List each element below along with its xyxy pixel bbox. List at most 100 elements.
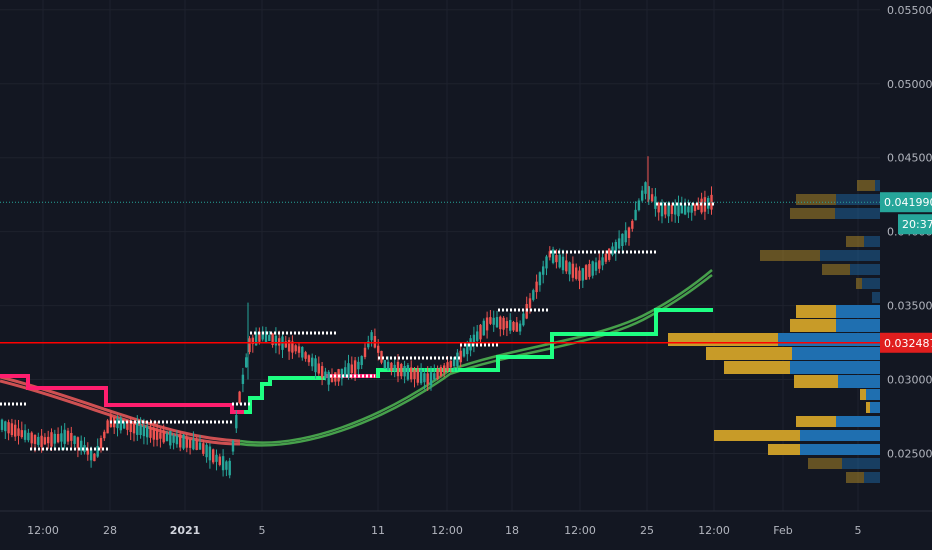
candle-body [601,257,604,266]
candle-body [492,317,495,325]
candle-body [162,430,165,443]
candle-body [301,346,304,358]
supertrend-up-1 [244,376,326,414]
time-tick-label: 11 [371,524,385,537]
candle-body [667,202,670,217]
candle-body [598,260,601,269]
supertrend-down [0,374,244,414]
candle-body [152,427,155,440]
candle-body [528,298,532,308]
profile-buy-bar [820,250,880,261]
last-price-label: 0.041990 [884,196,932,209]
candle-body [495,317,499,328]
candle-body [373,336,377,348]
profile-buy-bar [836,416,880,427]
candle-body [502,317,505,330]
candle-body [469,338,472,351]
candle-body [617,238,621,249]
time-tick-label: 12:00 [698,524,730,537]
supertrend-up-2 [376,308,713,378]
profile-sell-bar [846,236,864,247]
candle-body [139,425,142,436]
candle-body [56,433,60,443]
profile-sell-bar [768,444,800,455]
candle-body [43,437,47,445]
candle-body [509,319,512,331]
candle-body [522,313,525,326]
candle-body [324,371,327,379]
candle-body [499,316,502,330]
candle-body [426,373,429,385]
candle-body [571,263,575,278]
candle-body [10,423,14,436]
candle-body [697,203,700,210]
profile-buy-bar [836,319,880,332]
time-tick-label: Feb [773,524,792,537]
candle-body [287,339,291,352]
candle-body [396,361,400,377]
candle-body [532,290,535,300]
candle-body [17,428,20,436]
candle-body [202,443,205,454]
candle-body [291,341,294,353]
candle-body [14,424,17,437]
profile-sell-bar [822,264,850,275]
level-label: 0.032487 [884,337,932,350]
candle-body [456,352,459,366]
profile-buy-bar [778,333,880,346]
candle-body [146,426,149,438]
candle-body [433,373,436,380]
profile-sell-bar [790,208,835,219]
profile-buy-bar [875,180,880,191]
time-tick-label: 2021 [170,524,201,537]
candle-body [0,419,4,430]
candle-body [165,433,169,442]
candle-body [175,435,179,445]
candle-body [192,439,195,450]
candle-body [195,440,198,450]
candle-body [149,428,152,438]
candle-body [70,432,73,441]
candle-body [96,445,99,457]
candle-body [271,333,274,346]
time-tick-label: 5 [259,524,266,537]
profile-sell-bar [796,416,836,427]
candle-body [584,265,588,280]
candle-body [215,454,218,462]
candle-body [581,268,584,281]
candle-body [221,456,225,471]
ma-bull-b [239,274,713,447]
level-badge [880,332,932,353]
candle-body [664,204,667,215]
candle-body [27,432,30,441]
time-axis[interactable]: 12:00 28 2021 5 11 12:00 18 12:00 25 12:00 Feb 5 [27,524,861,537]
candle-body [83,445,86,453]
candle-body [228,460,231,476]
candle-body [248,338,251,353]
profile-sell-bar [706,347,792,360]
profile-sell-bar [790,319,836,332]
candle-body [555,254,558,263]
candle-body [489,317,492,324]
candle-body [416,368,419,383]
profile-buy-bar [842,458,880,469]
countdown-label: 20:37 [902,218,932,231]
candle-body [297,346,301,353]
candle-body [693,204,697,212]
candle-body [340,368,344,379]
candle-body [476,331,479,341]
candle-body [93,453,96,462]
candle-body [446,362,449,372]
candle-body [179,434,182,448]
candle-body [30,432,33,444]
candle-body [245,357,248,368]
candle-body [644,182,647,194]
candles [0,156,713,479]
time-tick-label: 12:00 [431,524,463,537]
candle-body [53,433,56,444]
candle-body [241,374,245,384]
